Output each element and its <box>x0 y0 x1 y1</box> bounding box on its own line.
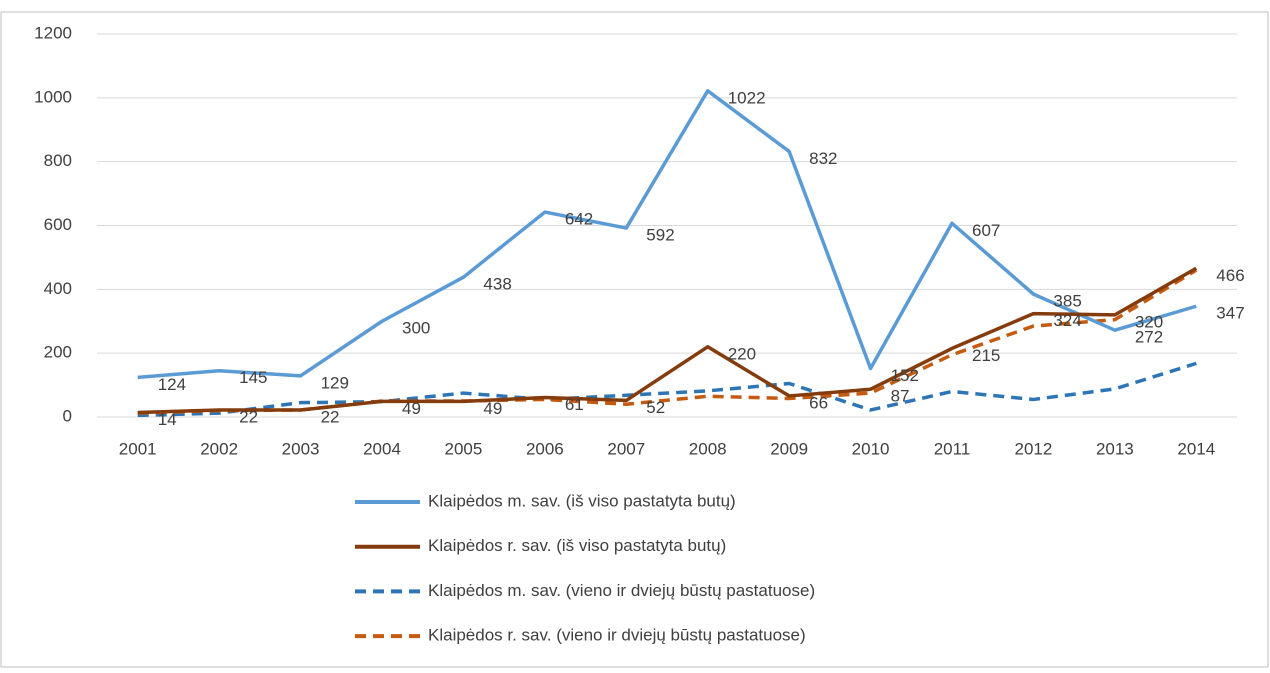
x-tick-label: 2009 <box>770 439 808 458</box>
data-label: 66 <box>809 393 828 412</box>
data-label: 87 <box>891 387 910 406</box>
series-line <box>137 266 1198 415</box>
data-label: 22 <box>321 407 340 426</box>
legend-label: Klaipėdos r. sav. (iš viso pastatyta but… <box>428 536 726 555</box>
x-tick-label: 2003 <box>282 439 320 458</box>
x-tick-label: 2013 <box>1096 439 1134 458</box>
data-label: 300 <box>402 319 430 338</box>
chart-border <box>0 11 1269 668</box>
data-label: 1022 <box>728 88 766 107</box>
legend-label: Klaipėdos r. sav. (vieno ir dviejų būstų… <box>428 626 806 645</box>
data-label: 22 <box>239 407 258 426</box>
y-tick-label: 400 <box>44 279 72 298</box>
y-tick-label: 800 <box>44 151 72 170</box>
data-label: 832 <box>809 149 837 168</box>
y-tick-label: 1000 <box>34 87 72 106</box>
data-label: 52 <box>646 398 665 417</box>
x-tick-label: 2014 <box>1177 439 1215 458</box>
data-label: 49 <box>402 399 421 418</box>
data-label: 607 <box>972 221 1000 240</box>
data-label: 642 <box>565 210 593 229</box>
data-label: 49 <box>483 399 502 418</box>
series-line <box>137 361 1197 418</box>
y-tick-label: 600 <box>44 215 72 234</box>
data-label: 215 <box>972 346 1000 365</box>
x-tick-label: 2010 <box>852 439 890 458</box>
y-tick-label: 0 <box>63 406 72 425</box>
data-label: 14 <box>158 410 177 429</box>
x-tick-label: 2008 <box>689 439 727 458</box>
data-label: 124 <box>158 375 186 394</box>
x-tick-label: 2001 <box>119 439 157 458</box>
data-label: 347 <box>1216 304 1244 323</box>
data-label: 592 <box>646 226 674 245</box>
data-label: 152 <box>891 366 919 385</box>
x-tick-label: 2005 <box>445 439 483 458</box>
legend-label: Klaipėdos m. sav. (vieno ir dviejų būstų… <box>428 581 815 600</box>
y-tick-label: 200 <box>44 343 72 362</box>
data-label: 220 <box>728 344 756 363</box>
x-tick-label: 2004 <box>363 439 401 458</box>
data-label: 320 <box>1135 312 1163 331</box>
data-label: 324 <box>1053 311 1081 330</box>
legend-label: Klaipėdos m. sav. (iš viso pastatyta but… <box>428 491 736 510</box>
x-tick-label: 2012 <box>1015 439 1053 458</box>
x-tick-label: 2011 <box>934 439 971 458</box>
data-label: 129 <box>321 373 349 392</box>
data-label: 272 <box>1135 328 1163 347</box>
data-label: 438 <box>483 275 511 294</box>
x-tick-label: 2002 <box>200 439 238 458</box>
x-tick-label: 2007 <box>607 439 645 458</box>
data-label: 145 <box>239 368 267 387</box>
data-label: 385 <box>1053 292 1081 311</box>
y-tick-label: 1200 <box>34 23 72 42</box>
data-label: 466 <box>1216 266 1244 285</box>
series-line <box>137 268 1198 415</box>
series-line <box>137 89 1197 380</box>
data-label: 61 <box>565 395 584 414</box>
x-tick-label: 2006 <box>526 439 564 458</box>
